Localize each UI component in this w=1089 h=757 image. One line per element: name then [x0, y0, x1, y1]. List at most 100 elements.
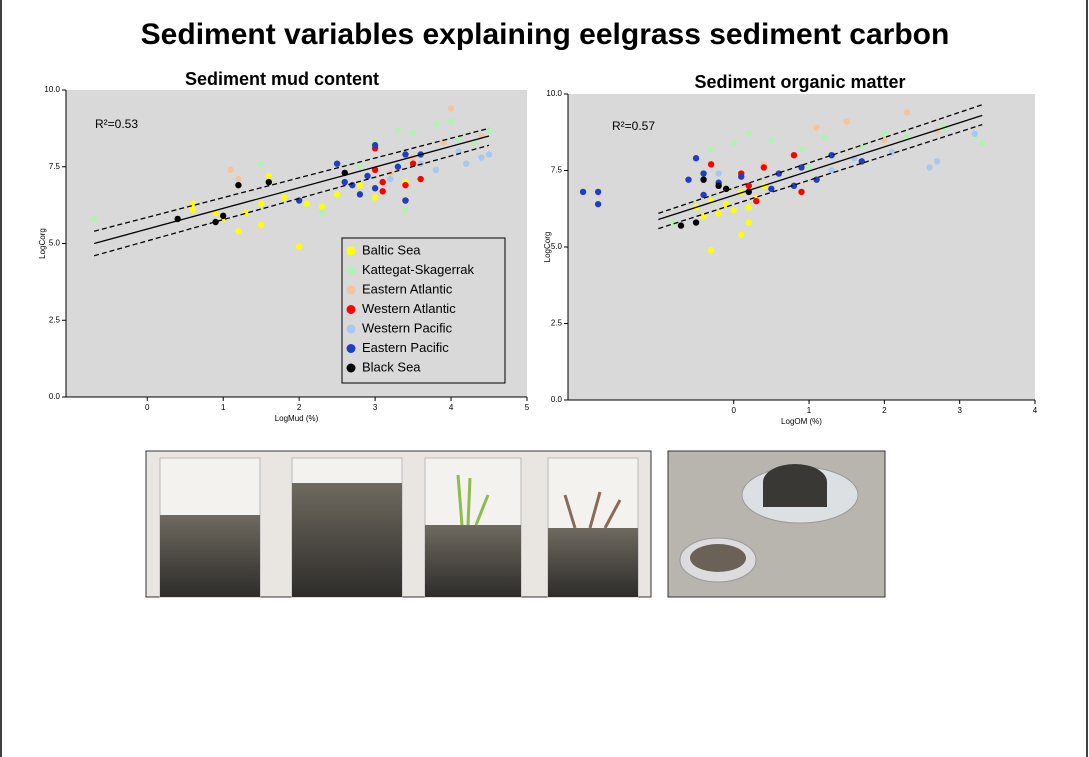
point	[227, 166, 235, 174]
point	[798, 188, 805, 196]
point	[768, 136, 775, 144]
point	[979, 139, 986, 147]
point	[402, 181, 409, 189]
legend-marker	[346, 246, 356, 256]
y-tick-label: 7.5	[49, 162, 61, 171]
point	[715, 182, 722, 189]
point	[402, 206, 409, 213]
point	[455, 135, 462, 143]
point	[692, 219, 700, 226]
fit-line	[93, 144, 490, 257]
legend-label: Western Pacific	[362, 320, 453, 335]
point	[242, 209, 250, 216]
y-tick-label: 2.5	[49, 315, 61, 324]
point	[189, 200, 197, 207]
point	[707, 246, 715, 254]
point	[432, 120, 440, 127]
point	[417, 160, 424, 167]
point	[265, 172, 272, 180]
point	[677, 222, 685, 229]
point	[745, 182, 752, 189]
point	[594, 188, 602, 196]
point	[402, 151, 409, 158]
fit-line	[658, 114, 983, 221]
point	[790, 152, 798, 159]
x-axis-label: LogOM (%)	[781, 417, 822, 426]
fit-line	[93, 127, 490, 232]
point	[700, 191, 707, 199]
x-tick-label: 4	[449, 403, 454, 412]
point	[257, 160, 265, 167]
point	[387, 175, 394, 183]
point	[409, 129, 417, 137]
point	[265, 178, 272, 186]
point	[371, 166, 379, 174]
point	[371, 185, 379, 192]
chart-title: Sediment mud content	[185, 69, 379, 89]
slide-title: Sediment variables explaining eelgrass s…	[141, 18, 950, 51]
point	[813, 124, 820, 131]
point	[670, 219, 677, 226]
point	[730, 207, 737, 214]
point	[318, 209, 326, 216]
legend-box	[341, 237, 506, 384]
point	[356, 181, 364, 189]
point	[212, 218, 219, 226]
point	[333, 191, 341, 198]
point	[933, 158, 941, 165]
point	[745, 204, 752, 211]
point	[356, 163, 364, 170]
point	[715, 170, 722, 177]
fit-line	[658, 104, 983, 214]
point	[692, 155, 700, 162]
point	[447, 105, 455, 112]
point	[379, 178, 386, 186]
point	[828, 167, 835, 174]
point	[715, 210, 722, 217]
legend-label: Baltic Sea	[362, 242, 421, 257]
point	[738, 231, 745, 238]
chart-title: Sediment organic matter	[694, 72, 905, 92]
point	[707, 145, 715, 153]
point	[463, 160, 470, 167]
y-tick-label: 2.5	[551, 319, 563, 328]
point	[394, 163, 402, 170]
point	[685, 176, 692, 183]
point	[257, 200, 265, 207]
point	[745, 219, 752, 226]
point	[485, 126, 493, 134]
point	[257, 221, 265, 229]
point	[579, 188, 587, 196]
fit-line	[658, 123, 983, 230]
annotation: R²=0.57	[612, 119, 655, 133]
x-tick-label: 4	[1033, 406, 1038, 415]
point	[903, 109, 911, 116]
point	[235, 181, 242, 189]
point	[440, 138, 447, 146]
legend-label: Eastern Pacific	[362, 340, 449, 355]
x-tick-label: 3	[957, 406, 962, 415]
point	[90, 215, 98, 223]
legend-label: Kattegat-Skagerrak	[362, 262, 475, 277]
legend-marker	[346, 344, 356, 353]
point	[235, 175, 242, 183]
point	[417, 175, 424, 183]
x-tick-label: 3	[373, 403, 378, 412]
point	[318, 203, 326, 210]
y-tick-label: 5.0	[551, 242, 563, 251]
point	[402, 197, 409, 204]
fit-line	[93, 135, 490, 245]
x-axis-label: LogMud (%)	[275, 414, 319, 423]
point	[333, 160, 341, 167]
point	[295, 243, 303, 250]
plot-area	[568, 94, 1035, 400]
point	[820, 133, 828, 141]
plot-area	[66, 90, 527, 397]
point	[707, 161, 715, 168]
point	[730, 139, 737, 147]
point	[394, 126, 402, 134]
point	[356, 191, 364, 198]
legend-label: Eastern Atlantic	[362, 281, 453, 296]
point	[280, 194, 288, 201]
point	[828, 152, 835, 159]
